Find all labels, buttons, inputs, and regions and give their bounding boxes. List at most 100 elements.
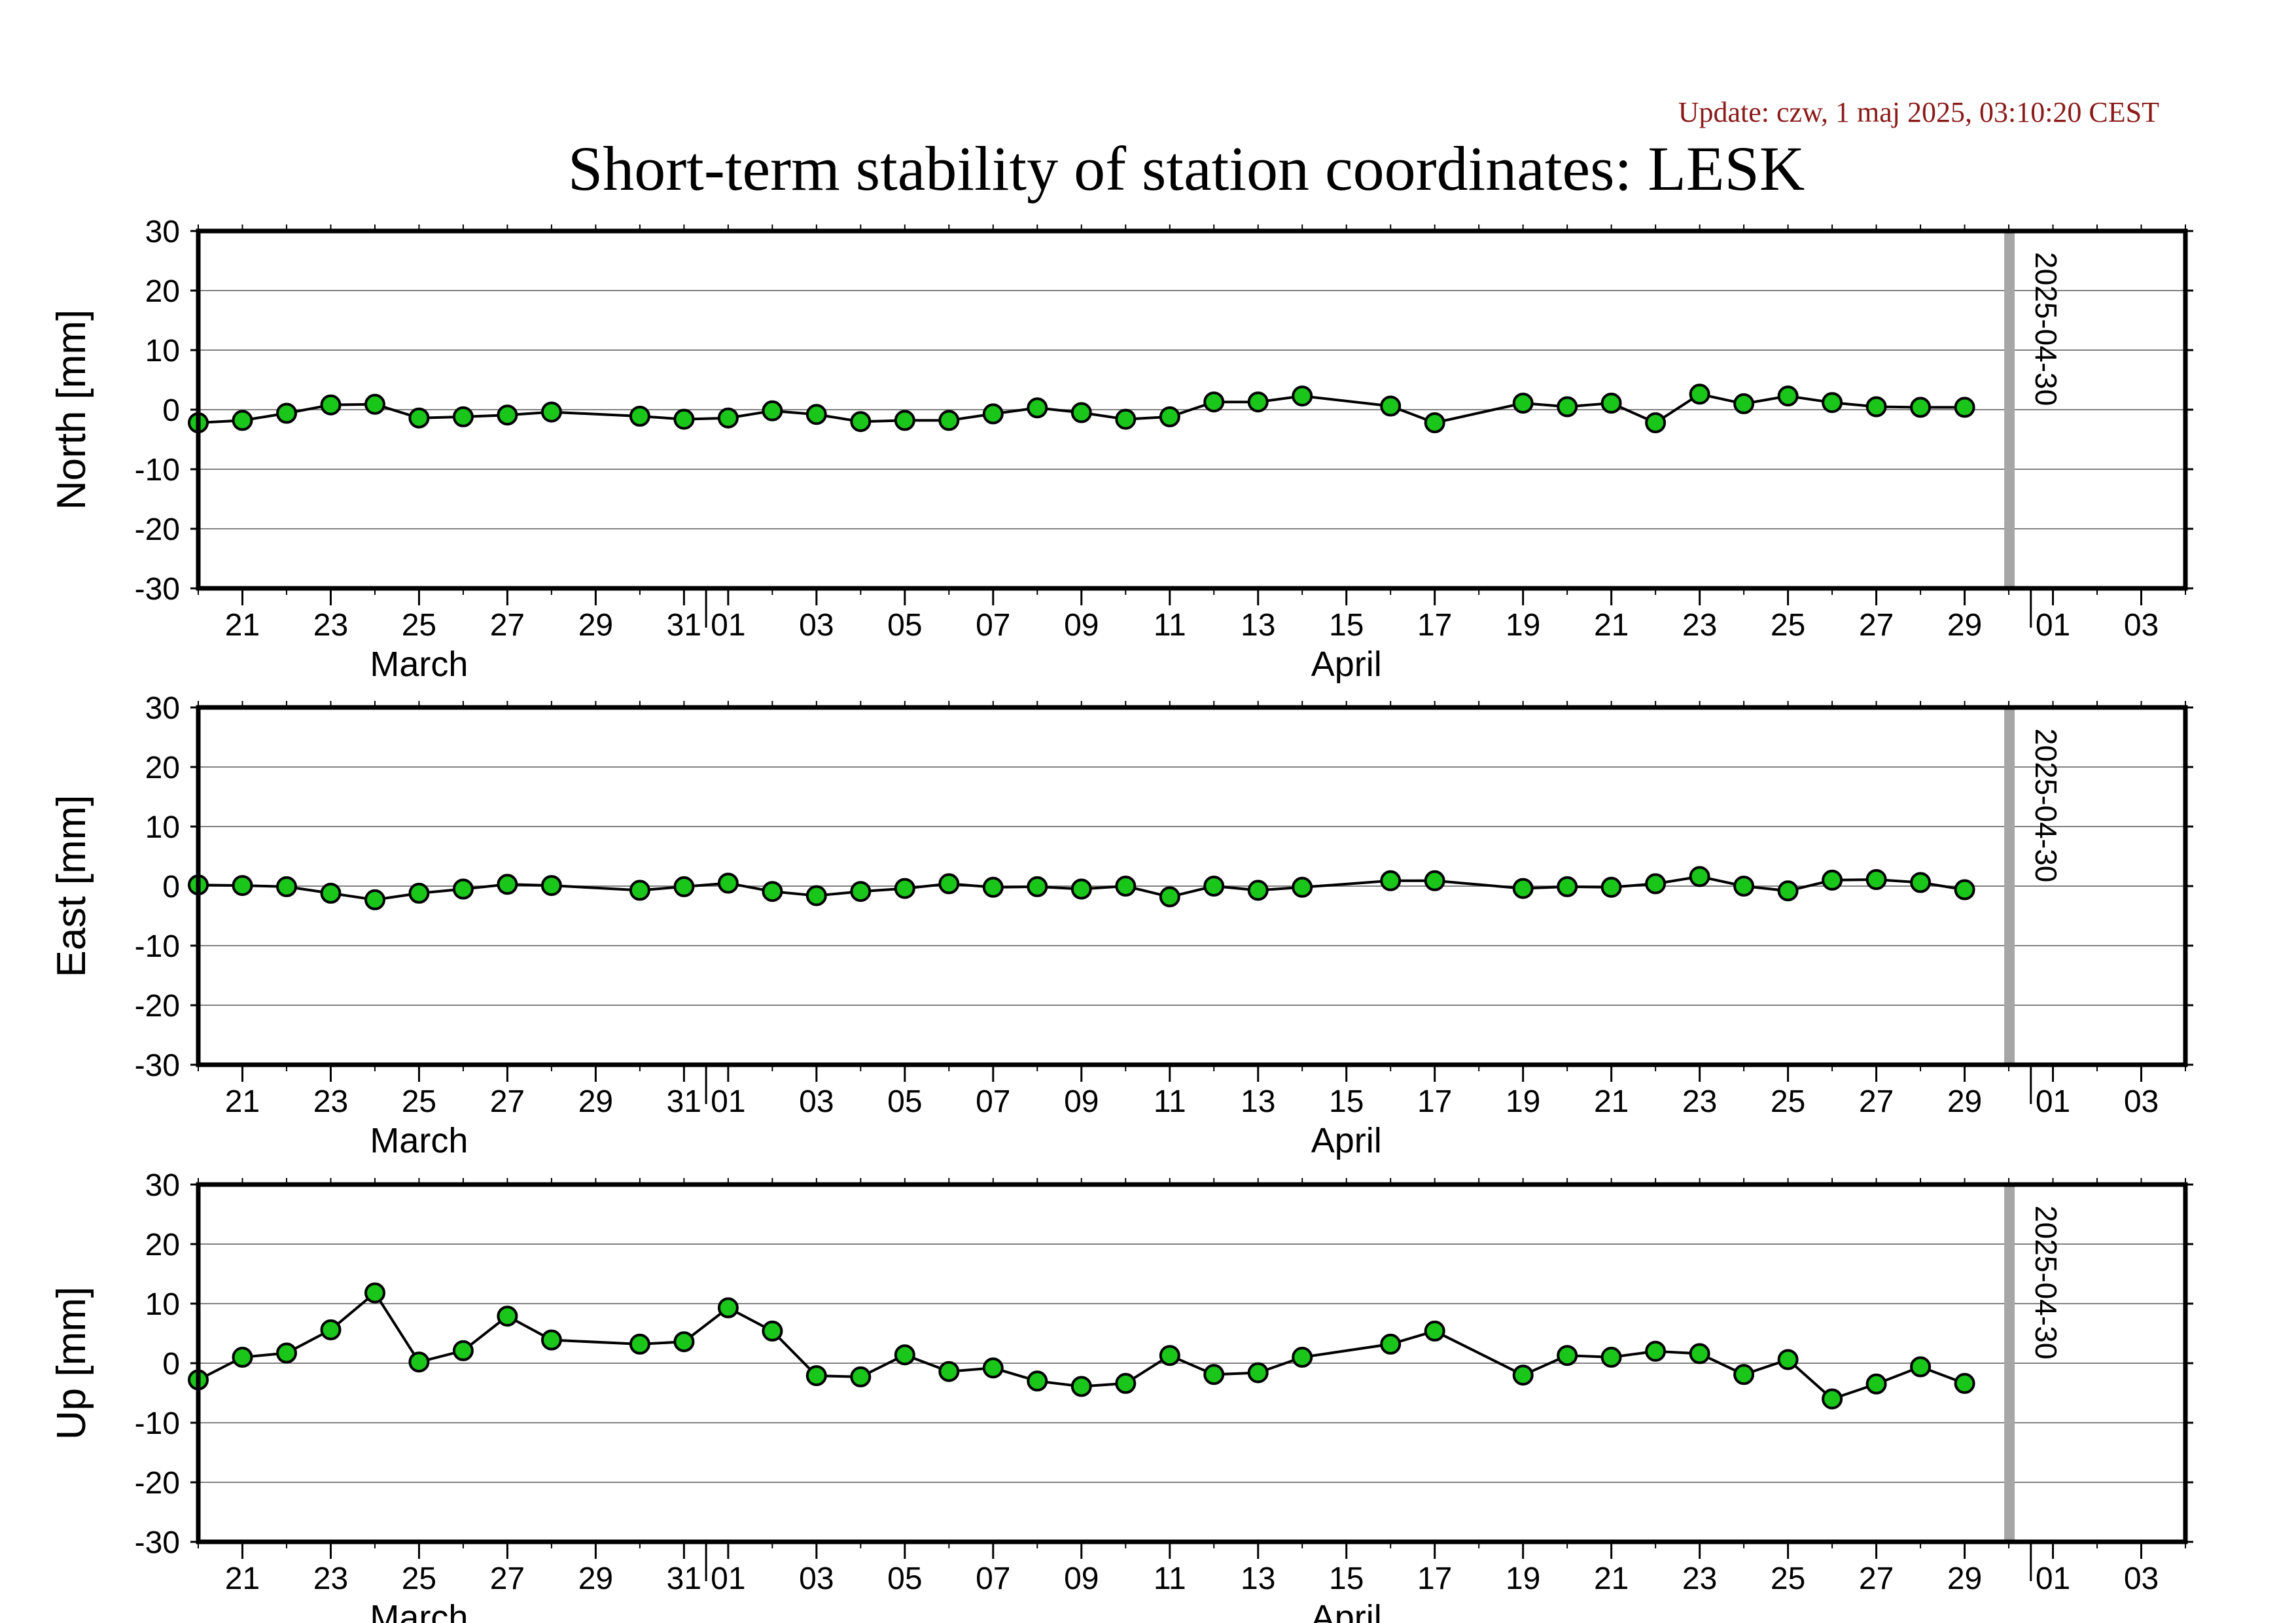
east-data-point bbox=[320, 882, 342, 904]
up-data-point bbox=[850, 1366, 872, 1387]
east-data-point bbox=[1027, 876, 1048, 897]
east-xtick-label: 07 bbox=[976, 1084, 1010, 1119]
north-data-point bbox=[1865, 396, 1887, 418]
east-data-point bbox=[673, 876, 695, 897]
up-xtick-label: 13 bbox=[1241, 1561, 1275, 1596]
north-xtick-label: 27 bbox=[1859, 608, 1894, 643]
up-xtick-label: 21 bbox=[1594, 1561, 1629, 1596]
east-data-point bbox=[497, 874, 518, 895]
east-data-point bbox=[1247, 880, 1269, 901]
up-xtick-label: 27 bbox=[490, 1561, 525, 1596]
north-data-point bbox=[1292, 385, 1313, 407]
up-data-point bbox=[1910, 1356, 1932, 1378]
east-ytick-label: -20 bbox=[135, 989, 180, 1024]
east-data-point bbox=[232, 875, 253, 897]
up-data-point bbox=[1733, 1364, 1755, 1385]
east-data-point bbox=[1689, 866, 1710, 887]
north-data-point bbox=[1203, 391, 1225, 413]
north-xtick-label: 25 bbox=[402, 608, 436, 643]
up-month-label: March bbox=[370, 1598, 468, 1623]
up-xtick-label: 27 bbox=[1859, 1561, 1894, 1596]
east-month-label: April bbox=[1311, 1121, 1382, 1160]
north-data-point bbox=[938, 410, 960, 431]
up-xtick-label: 03 bbox=[799, 1561, 834, 1596]
east-xtick-label: 23 bbox=[313, 1084, 348, 1119]
north-xtick-label: 21 bbox=[1594, 608, 1629, 643]
up-xtick-label: 23 bbox=[1682, 1561, 1717, 1596]
east-xtick-label: 27 bbox=[490, 1084, 525, 1119]
up-ytick-label: -30 bbox=[135, 1525, 180, 1560]
up-data-point bbox=[1557, 1345, 1578, 1366]
up-xtick-label: 07 bbox=[976, 1561, 1010, 1596]
north-xtick-label: 13 bbox=[1241, 608, 1275, 643]
north-data-point bbox=[540, 401, 562, 423]
east-data-point bbox=[762, 881, 783, 902]
north-data-point bbox=[1645, 412, 1667, 433]
north-ytick-label: -10 bbox=[135, 453, 180, 488]
north-xtick-label: 31 bbox=[667, 608, 701, 643]
east-data-point bbox=[1910, 872, 1932, 893]
update-timestamp: Update: czw, 1 maj 2025, 03:10:20 CEST bbox=[1678, 96, 2159, 128]
up-data-point bbox=[1777, 1349, 1799, 1370]
east-xtick-label: 31 bbox=[667, 1084, 701, 1119]
north-data-point bbox=[982, 403, 1004, 425]
up-data-point bbox=[1027, 1370, 1048, 1392]
east-ytick-label: 10 bbox=[145, 810, 180, 845]
east-ytick-label: -30 bbox=[135, 1048, 180, 1083]
north-xtick-label: 17 bbox=[1417, 608, 1452, 643]
up-ytick-label: 10 bbox=[145, 1287, 180, 1322]
up-data-point bbox=[673, 1331, 695, 1353]
east-xtick-label: 29 bbox=[578, 1084, 613, 1119]
north-data-point bbox=[1115, 408, 1137, 430]
east-data-point bbox=[276, 876, 297, 897]
east-month-label: March bbox=[370, 1121, 468, 1160]
up-data-point bbox=[408, 1351, 430, 1373]
north-ytick-label: -30 bbox=[135, 572, 180, 607]
east-xtick-label: 03 bbox=[2124, 1084, 2159, 1119]
north-data-point bbox=[1380, 395, 1402, 417]
up-ytick-label: 20 bbox=[145, 1228, 180, 1262]
north-xtick-label: 15 bbox=[1329, 608, 1364, 643]
east-xtick-label: 05 bbox=[887, 1084, 922, 1119]
up-xtick-label: 11 bbox=[1154, 1561, 1186, 1596]
east-data-point bbox=[982, 876, 1004, 898]
north-xtick-label: 23 bbox=[313, 608, 348, 643]
up-xtick-label: 19 bbox=[1506, 1561, 1540, 1596]
north-data-point bbox=[805, 404, 827, 425]
north-ytick-label: 10 bbox=[145, 334, 180, 368]
north-ytick-label: 30 bbox=[145, 215, 180, 249]
north-data-point bbox=[320, 394, 342, 416]
north-data-point bbox=[232, 410, 253, 431]
up-data-point bbox=[1689, 1343, 1710, 1364]
east-data-point bbox=[1865, 869, 1887, 890]
east-data-point bbox=[540, 875, 562, 897]
north-xtick-label: 05 bbox=[887, 608, 922, 643]
north-plot-frame bbox=[196, 228, 2188, 591]
chart-title: Short-term stability of station coordina… bbox=[568, 134, 1805, 204]
up-xtick-label: 25 bbox=[1771, 1561, 1805, 1596]
north-data-point bbox=[673, 408, 695, 430]
east-data-point bbox=[1600, 876, 1622, 898]
north-xtick-label: 09 bbox=[1064, 608, 1099, 643]
up-axis-label: Up [mm] bbox=[49, 1287, 94, 1440]
north-data-point bbox=[1512, 393, 1534, 414]
east-xtick-label: 19 bbox=[1506, 1084, 1540, 1119]
up-data-point bbox=[452, 1340, 474, 1361]
up-data-point bbox=[762, 1320, 783, 1342]
east-ytick-label: 0 bbox=[162, 870, 180, 904]
north-data-point bbox=[1070, 402, 1092, 423]
east-data-point bbox=[1645, 873, 1667, 895]
up-data-point bbox=[1865, 1373, 1887, 1395]
north-data-point bbox=[408, 407, 430, 429]
north-data-point bbox=[1424, 412, 1445, 433]
up-month-label: April bbox=[1311, 1598, 1382, 1623]
east-data-point bbox=[1115, 876, 1137, 897]
up-data-point bbox=[894, 1344, 915, 1366]
east-panel: 30 20 10 0 -10 -20 -30 East [mm] 21 23 25 27 29 31 01 0… bbox=[49, 691, 2193, 1160]
north-ytick-label: 20 bbox=[145, 274, 180, 309]
up-data-point bbox=[497, 1306, 518, 1327]
east-data-point bbox=[629, 880, 650, 901]
up-data-point bbox=[276, 1342, 297, 1364]
